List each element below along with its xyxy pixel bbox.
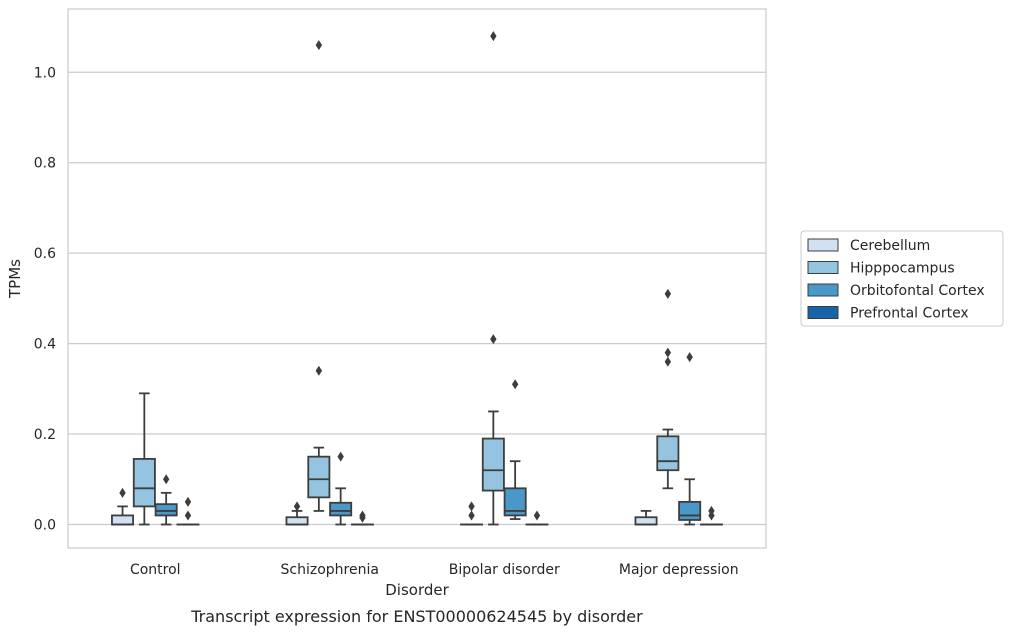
box-group <box>460 501 484 526</box>
box <box>656 435 680 472</box>
box-group <box>132 392 156 526</box>
box-group <box>329 451 353 526</box>
outlier-point <box>184 510 192 521</box>
box <box>634 516 658 526</box>
outlier-point <box>664 356 672 367</box>
x-tick-label: Schizophrenia <box>281 562 379 578</box>
y-tick-label: 0.8 <box>34 156 56 172</box>
outlier-point <box>337 451 344 462</box>
box-group <box>285 501 309 526</box>
box <box>329 501 353 517</box>
legend-box <box>800 230 1004 327</box>
box-group <box>350 510 374 526</box>
outlier-point <box>490 31 497 42</box>
legend-label: Cerebellum <box>850 238 930 254</box>
outlier-point <box>359 510 366 521</box>
box-group <box>656 288 680 490</box>
outlier-point <box>686 352 693 363</box>
outlier-point <box>468 501 475 512</box>
x-axis-label: Disorder <box>385 581 449 599</box>
y-tick-label: 1.0 <box>34 65 56 81</box>
outlier-point <box>119 487 126 498</box>
box <box>132 458 156 508</box>
y-tick-label: 0.0 <box>34 517 56 533</box>
outlier-point <box>511 379 519 390</box>
outlier-point <box>664 347 672 358</box>
box-group <box>481 31 505 526</box>
box <box>307 455 331 499</box>
legend-swatch <box>807 283 839 297</box>
box-group <box>111 487 135 526</box>
outlier-point <box>708 505 715 516</box>
outlier-point <box>468 510 475 521</box>
box <box>503 487 527 517</box>
box-group <box>154 474 178 526</box>
box-group <box>525 510 549 526</box>
outlier-point <box>184 496 192 507</box>
x-tick-label: Control <box>130 562 181 578</box>
legend-swatch <box>807 238 839 252</box>
y-tick-label: 0.4 <box>34 337 56 353</box>
outlier-point <box>490 334 497 345</box>
x-tick-labels: Control Schizophrenia Bipolar disorder Majo… <box>130 562 739 578</box>
outlier-point <box>162 474 170 485</box>
box <box>111 514 135 526</box>
legend-label: Hipppocampus <box>850 261 955 277</box>
plot-frame <box>67 8 767 549</box>
box <box>678 500 702 521</box>
y-tick-label: 0.6 <box>34 246 56 262</box>
box <box>481 437 505 492</box>
outlier-point <box>533 510 541 521</box>
y-axis-label: TPMs <box>6 259 24 299</box>
outlier-point <box>315 40 323 51</box>
y-tick-labels: 0.0 0.2 0.4 0.6 0.8 1.0 <box>34 65 56 533</box>
box-group <box>503 379 527 520</box>
boxes <box>111 31 723 526</box>
box-group <box>699 505 723 526</box>
y-tick-label: 0.2 <box>34 427 56 443</box>
x-tick-label: Major depression <box>619 562 739 578</box>
box-group <box>307 40 331 512</box>
box <box>154 503 178 517</box>
outlier-point <box>293 501 301 512</box>
legend-swatch <box>807 306 839 319</box>
box <box>285 516 309 526</box>
box-group <box>176 496 200 526</box>
x-tick-label: Bipolar disorder <box>449 562 560 578</box>
legend: Cerebellum Hipppocampus Orbitofontal Corte… <box>800 230 1004 327</box>
legend-label: Prefrontal Cortex <box>850 306 969 322</box>
outlier-point <box>664 288 672 299</box>
legend-swatch <box>807 261 839 274</box>
box-group <box>678 352 702 526</box>
outlier-point <box>315 365 323 376</box>
chart-caption: Transcript expression for ENST0000062454… <box>190 607 643 626</box>
box-group <box>634 510 658 526</box>
legend-label: Orbitofontal Cortex <box>850 283 985 299</box>
